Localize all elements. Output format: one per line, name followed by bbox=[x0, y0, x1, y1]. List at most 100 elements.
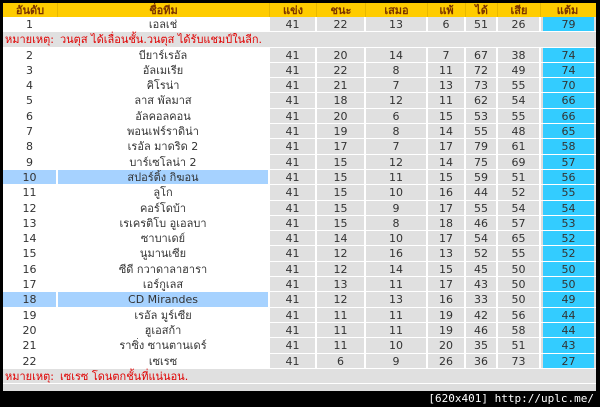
cell-goals-against: 57 bbox=[498, 215, 541, 231]
header-drawn: เสมอ bbox=[366, 3, 428, 17]
cell-rank: 18 bbox=[3, 292, 58, 307]
header-goals-against: เสีย bbox=[498, 3, 541, 17]
cell-won: 20 bbox=[317, 47, 366, 62]
header-lost: แพ้ bbox=[428, 3, 466, 17]
cell-played: 41 bbox=[270, 17, 317, 32]
cell-played: 41 bbox=[270, 261, 317, 277]
cell-lost: 11 bbox=[428, 62, 466, 78]
cell-points: 43 bbox=[543, 338, 594, 353]
cell-goals-against: 50 bbox=[498, 292, 541, 307]
cell-team: ซีดี กวาดาลาฮารา bbox=[58, 261, 270, 277]
cell-team: เรอัล มาดริด 2 bbox=[58, 139, 270, 154]
cell-team: อัลเมเรีย bbox=[58, 62, 270, 78]
cell-goals-for: 72 bbox=[466, 62, 498, 78]
cell-drawn: 11 bbox=[366, 169, 428, 185]
header-team: ชื่อทีม bbox=[58, 3, 270, 17]
cell-drawn: 8 bbox=[366, 124, 428, 139]
cell-team: CD Mirandes bbox=[58, 292, 270, 307]
cell-goals-against: 52 bbox=[498, 185, 541, 200]
cell-rank: 11 bbox=[3, 185, 58, 200]
cell-points: 57 bbox=[543, 154, 594, 169]
cell-played: 41 bbox=[270, 169, 317, 185]
cell-team: ฮูเอสก้า bbox=[58, 322, 270, 338]
cell-lost: 20 bbox=[428, 338, 466, 353]
cell-goals-against: 58 bbox=[498, 322, 541, 338]
cell-goals-against: 65 bbox=[498, 231, 541, 246]
cell-team: อัลคอลคอน bbox=[58, 108, 270, 124]
cell-goals-for: 46 bbox=[466, 322, 498, 338]
table-row: 1 เอลเช่ 41 22 13 6 51 26 79 bbox=[3, 17, 596, 33]
note-label: หมายเหตุ: bbox=[5, 33, 54, 47]
cell-goals-for: 46 bbox=[466, 215, 498, 231]
cell-goals-for: 55 bbox=[466, 124, 498, 139]
cell-goals-for: 59 bbox=[466, 169, 498, 185]
cell-played: 41 bbox=[270, 353, 317, 368]
cell-won: 13 bbox=[317, 277, 366, 292]
cell-drawn: 10 bbox=[366, 231, 428, 246]
cell-won: 20 bbox=[317, 108, 366, 124]
cell-team: เซเรซ bbox=[58, 353, 270, 368]
cell-won: 15 bbox=[317, 154, 366, 169]
cell-goals-against: 49 bbox=[498, 62, 541, 78]
cell-drawn: 11 bbox=[366, 322, 428, 338]
cell-goals-for: 36 bbox=[466, 353, 498, 368]
cell-goals-against: 73 bbox=[498, 353, 541, 368]
cell-points: 66 bbox=[543, 108, 594, 124]
cell-goals-against: 51 bbox=[498, 169, 541, 185]
header-played: แข่ง bbox=[270, 3, 317, 17]
image-host-footer: [620x401] http://uplc.me/ bbox=[428, 392, 594, 405]
cell-lost: 15 bbox=[428, 261, 466, 277]
cell-goals-for: 42 bbox=[466, 307, 498, 322]
table-row: 15 นูมานเซีย 41 12 16 13 52 55 52 bbox=[3, 246, 596, 262]
table-row: 12 คอร์โดบ้า 41 15 9 17 55 54 54 bbox=[3, 200, 596, 216]
cell-goals-for: 75 bbox=[466, 154, 498, 169]
cell-goals-against: 56 bbox=[498, 307, 541, 322]
cell-goals-against: 55 bbox=[498, 108, 541, 124]
cell-points: 44 bbox=[543, 307, 594, 322]
cell-goals-against: 50 bbox=[498, 277, 541, 292]
cell-won: 17 bbox=[317, 139, 366, 154]
cell-team: เรเครติโบ อูเอลบา bbox=[58, 215, 270, 231]
cell-won: 11 bbox=[317, 307, 366, 322]
cell-played: 41 bbox=[270, 108, 317, 124]
cell-drawn: 8 bbox=[366, 62, 428, 78]
cell-rank: 17 bbox=[3, 277, 58, 292]
cell-drawn: 11 bbox=[366, 307, 428, 322]
cell-points: 66 bbox=[543, 93, 594, 108]
cell-drawn: 7 bbox=[366, 78, 428, 93]
cell-lost: 19 bbox=[428, 322, 466, 338]
cell-team: นูมานเซีย bbox=[58, 246, 270, 261]
cell-points: 27 bbox=[543, 353, 594, 368]
cell-played: 41 bbox=[270, 338, 317, 353]
cell-team: ราซิ่ง ซานตานเดร์ bbox=[58, 338, 270, 353]
table-row: 3 อัลเมเรีย 41 22 8 11 72 49 74 bbox=[3, 62, 596, 79]
table-row: 19 เรอัล มูร์เซีย 41 11 11 19 42 56 44 bbox=[3, 307, 596, 323]
cell-played: 41 bbox=[270, 47, 317, 62]
cell-goals-for: 53 bbox=[466, 108, 498, 124]
cell-played: 41 bbox=[270, 154, 317, 169]
cell-goals-against: 51 bbox=[498, 338, 541, 353]
cell-team: เอลเช่ bbox=[58, 17, 270, 32]
cell-goals-for: 51 bbox=[466, 17, 498, 32]
table-note: หมายเหตุ: เซเรซ โดนตกชั้นที่แน่นอน. bbox=[3, 368, 596, 385]
cell-drawn: 14 bbox=[366, 261, 428, 277]
cell-played: 41 bbox=[270, 292, 317, 307]
cell-points: 52 bbox=[543, 231, 594, 246]
table-row: 5 ลาส พัลมาส 41 18 12 11 62 54 66 bbox=[3, 93, 596, 109]
cell-drawn: 16 bbox=[366, 246, 428, 261]
cell-points: 58 bbox=[543, 139, 594, 154]
cell-goals-against: 26 bbox=[498, 17, 541, 32]
table-bottom-padding bbox=[3, 384, 596, 392]
cell-rank: 16 bbox=[3, 261, 58, 277]
cell-points: 74 bbox=[543, 62, 594, 78]
cell-rank: 7 bbox=[3, 124, 58, 139]
cell-drawn: 10 bbox=[366, 185, 428, 200]
table-row: 6 อัลคอลคอน 41 20 6 15 53 55 66 bbox=[3, 108, 596, 125]
cell-team: บาร์เซโลน่า 2 bbox=[58, 154, 270, 169]
cell-rank: 19 bbox=[3, 307, 58, 322]
cell-team: คอร์โดบ้า bbox=[58, 200, 270, 215]
cell-drawn: 9 bbox=[366, 200, 428, 215]
cell-goals-against: 48 bbox=[498, 124, 541, 139]
note-text: เซเรซ โดนตกชั้นที่แน่นอน. bbox=[59, 369, 189, 383]
cell-lost: 18 bbox=[428, 215, 466, 231]
